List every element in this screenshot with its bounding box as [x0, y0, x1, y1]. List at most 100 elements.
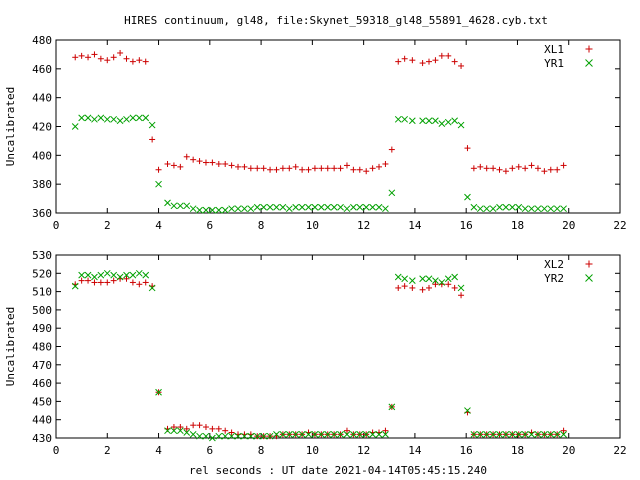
y-tick-label: 420	[32, 121, 52, 134]
x-tick-label: 18	[511, 219, 524, 232]
x-tick-label: 14	[408, 219, 422, 232]
data-point	[470, 430, 478, 438]
data-point	[260, 432, 268, 440]
data-point	[241, 205, 248, 213]
x-tick-label: 12	[357, 444, 370, 457]
data-point	[317, 430, 325, 438]
legend-marker	[585, 59, 593, 67]
data-point	[142, 271, 150, 279]
data-point	[285, 430, 293, 438]
data-point	[103, 115, 111, 123]
data-point	[350, 166, 357, 173]
data-point	[331, 165, 338, 172]
data-point	[502, 203, 510, 211]
y-axis-label: Uncalibrated	[4, 307, 17, 386]
plot-frame	[55, 254, 621, 439]
x-tick-label: 14	[408, 444, 422, 457]
data-point	[444, 275, 452, 283]
data-point	[241, 432, 248, 440]
data-point	[176, 202, 184, 210]
data-point	[253, 203, 261, 211]
y-tick-label: 460	[32, 377, 52, 390]
data-point	[148, 121, 156, 129]
data-point	[541, 430, 548, 438]
data-point	[409, 284, 416, 291]
legend-marker	[585, 274, 593, 282]
y-tick-label: 380	[32, 178, 52, 191]
data-point	[209, 159, 216, 166]
x-tick-label: 18	[511, 444, 524, 457]
data-point	[553, 430, 561, 438]
data-point	[445, 52, 452, 59]
data-point	[528, 430, 535, 438]
data-point	[438, 52, 445, 59]
data-point	[337, 430, 344, 438]
data-point	[547, 166, 554, 173]
data-point	[215, 432, 223, 440]
data-point	[534, 205, 542, 213]
data-point	[350, 203, 357, 211]
data-point	[221, 206, 229, 214]
data-point	[382, 427, 389, 434]
data-point	[292, 163, 299, 170]
data-point	[123, 271, 130, 279]
x-tick-label: 22	[613, 219, 626, 232]
data-point	[110, 271, 118, 279]
data-point	[395, 58, 402, 65]
data-point	[534, 165, 541, 172]
data-point	[476, 430, 484, 438]
data-point	[362, 203, 370, 211]
data-point	[522, 165, 529, 172]
x-tick-label: 20	[562, 444, 575, 457]
data-point	[78, 277, 85, 284]
data-point	[260, 203, 268, 211]
y-tick-label: 440	[32, 92, 52, 105]
data-point	[84, 114, 92, 122]
y-tick-label: 400	[32, 149, 52, 162]
data-point	[183, 429, 191, 436]
data-point	[190, 422, 197, 429]
data-point	[350, 430, 357, 438]
legend-label: XL2	[544, 258, 564, 271]
data-point	[110, 115, 118, 123]
data-point	[202, 159, 209, 166]
data-point	[502, 430, 510, 438]
data-point	[476, 205, 484, 213]
data-point	[382, 430, 389, 438]
y-tick-label: 450	[32, 395, 52, 408]
data-point	[164, 160, 171, 167]
data-point	[97, 271, 105, 279]
data-point	[129, 271, 137, 279]
legend-marker	[585, 260, 593, 268]
data-point	[457, 284, 465, 292]
plot-frame	[55, 39, 621, 214]
data-point	[190, 156, 197, 163]
data-point	[382, 160, 389, 167]
data-point	[170, 424, 177, 431]
data-point	[196, 432, 203, 440]
data-point	[509, 165, 516, 172]
data-point	[369, 430, 376, 438]
y-tick-label: 430	[32, 432, 52, 445]
data-point	[177, 163, 184, 170]
data-point	[470, 203, 478, 211]
data-point	[183, 202, 191, 210]
data-point	[324, 165, 331, 172]
data-point	[267, 166, 274, 173]
data-point	[425, 275, 433, 283]
data-point	[560, 205, 567, 213]
data-point	[457, 121, 465, 129]
x-tick-label: 4	[155, 444, 162, 457]
series-YR1	[71, 114, 567, 214]
data-point	[515, 163, 522, 170]
data-point	[129, 279, 136, 286]
data-point	[560, 430, 567, 438]
data-point	[419, 275, 426, 283]
data-point	[419, 60, 426, 67]
data-point	[104, 279, 111, 286]
data-point	[502, 168, 509, 175]
data-point	[148, 284, 156, 292]
data-point	[170, 162, 177, 169]
data-point	[129, 114, 137, 122]
data-point	[104, 57, 111, 64]
